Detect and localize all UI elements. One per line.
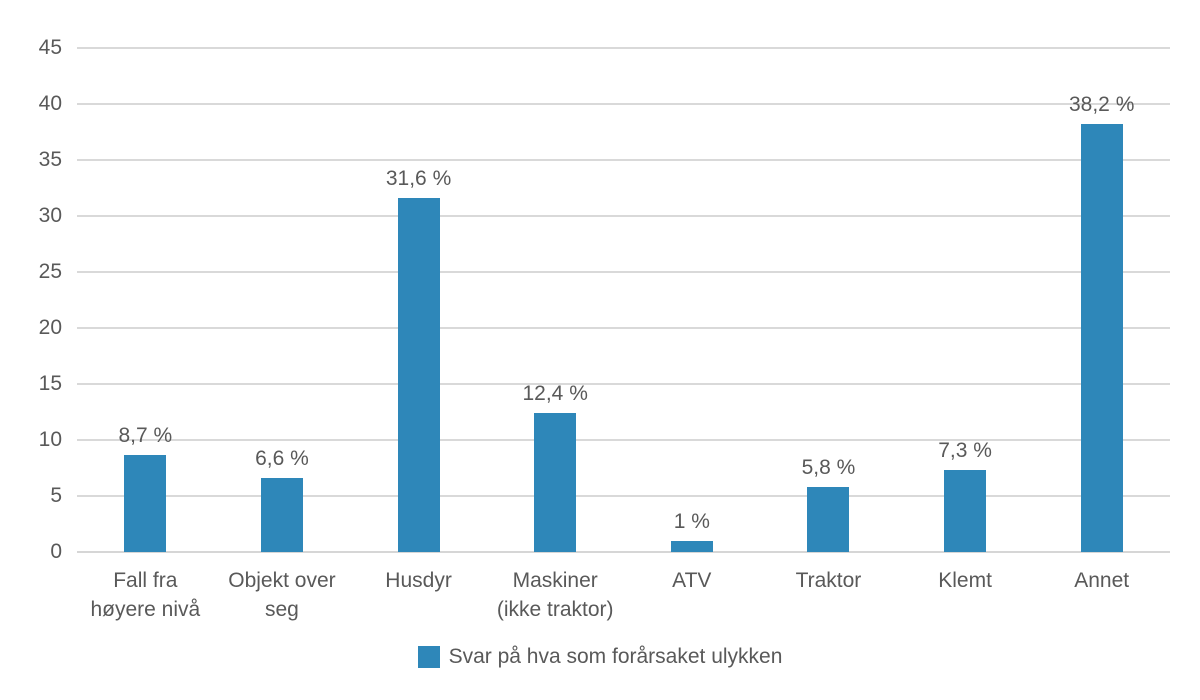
bar-slot: 12,4 %: [487, 48, 624, 552]
y-tick-label-30: 30: [38, 204, 62, 227]
bar: [944, 470, 987, 552]
x-category-label: Klemt: [938, 569, 992, 592]
gridline-0: [77, 551, 1170, 553]
y-tick-label-45: 45: [38, 36, 62, 59]
value-label: 8,7 %: [118, 423, 173, 447]
y-tick-label-5: 5: [50, 484, 62, 507]
gridline-10: [77, 439, 1170, 441]
x-axis: Fall fra høyere nivå Objekt over seg Husdy…: [77, 566, 1170, 630]
y-tick-label-35: 35: [38, 148, 62, 171]
x-category-label: Annet: [1074, 569, 1130, 592]
bar-slot: 1 %: [624, 48, 761, 552]
bar-slot: 6,6 %: [214, 48, 351, 552]
x-category-label: Objekt over seg: [228, 569, 336, 621]
value-label: 5,8 %: [801, 456, 856, 480]
bar: [397, 198, 440, 552]
value-label: 12,4 %: [522, 382, 588, 406]
gridline-45: [77, 47, 1170, 49]
bar-slot: 5,8 %: [760, 48, 897, 552]
bar: [807, 487, 850, 552]
legend-swatch-icon: [417, 646, 440, 668]
gridline-30: [77, 215, 1170, 217]
gridline-25: [77, 271, 1170, 273]
bar: [1080, 124, 1123, 552]
x-category-label: Fall fra høyere nivå: [90, 569, 201, 621]
bar-slot: 38,2 %: [1033, 48, 1170, 552]
gridline-5: [77, 495, 1170, 497]
value-label: 31,6 %: [385, 167, 452, 191]
y-tick-label-0: 0: [50, 540, 62, 563]
gridline-40: [77, 103, 1170, 105]
bar-slot: 7,3 %: [897, 48, 1034, 552]
x-category-label: ATV: [672, 569, 712, 592]
bar-slot: 8,7 %: [77, 48, 214, 552]
bar: [670, 540, 713, 552]
y-tick-label-20: 20: [38, 316, 62, 339]
legend: Svar på hva som forårsaket ulykken: [0, 645, 1200, 669]
x-category-label: Maskiner (ikke traktor): [496, 569, 614, 621]
gridline-20: [77, 327, 1170, 329]
plot-area: 8,7 % 6,6 % 31,6 % 12,4 % 1 % 5,8 % 7,3 % 38,2 …: [77, 47, 1170, 553]
x-category-label: Traktor: [795, 569, 862, 592]
y-tick-label-15: 15: [38, 372, 62, 395]
y-tick-label-40: 40: [38, 92, 62, 115]
bar: [124, 454, 167, 552]
y-tick-label-25: 25: [38, 260, 62, 283]
gridline-15: [77, 383, 1170, 385]
value-label: 38,2 %: [1068, 93, 1135, 117]
y-tick-label-10: 10: [38, 428, 62, 451]
y-axis: 0 5 10 15 20 25 30 35 40 45: [0, 36, 62, 563]
x-category-label: Husdyr: [385, 569, 452, 592]
bar: [534, 413, 577, 552]
legend-label: Svar på hva som forårsaket ulykken: [448, 645, 783, 668]
bar-slot: 31,6 %: [350, 48, 487, 552]
gridline-35: [77, 159, 1170, 161]
value-label: 7,3 %: [938, 439, 992, 463]
bar: [260, 478, 303, 552]
value-label: 6,6 %: [255, 447, 309, 471]
value-label: 1 %: [673, 509, 710, 533]
